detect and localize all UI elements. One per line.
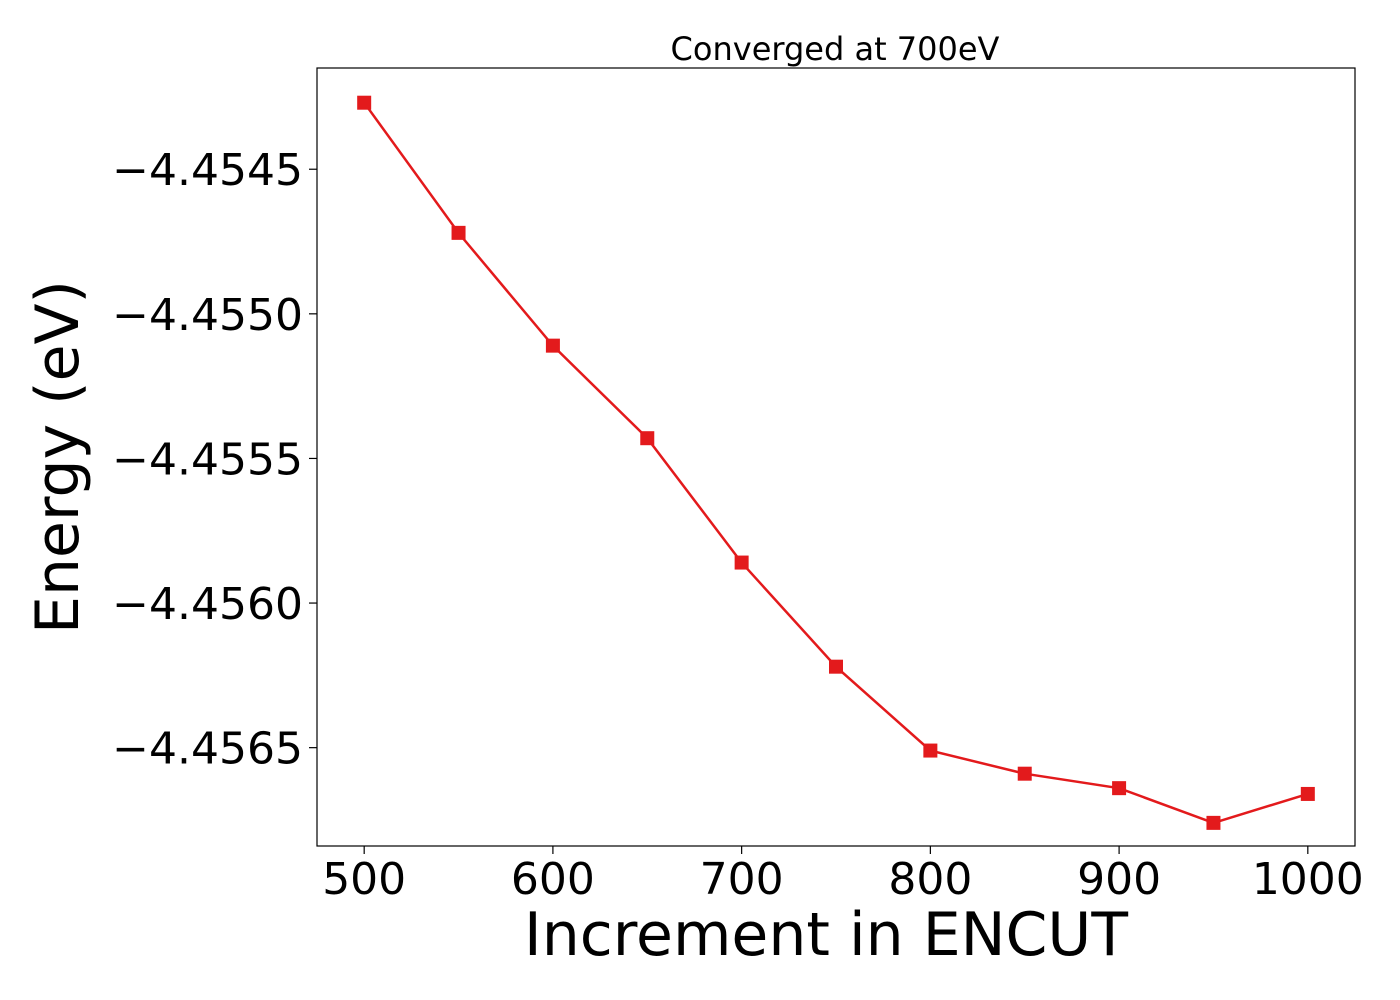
- data-point-marker: [734, 555, 749, 570]
- x-axis: 500 600 700 800 900 1000: [322, 846, 1364, 905]
- x-tick-label: 900: [1077, 854, 1161, 905]
- data-point-marker: [357, 95, 372, 110]
- y-tick-label: −4.4550: [112, 290, 303, 341]
- data-point-marker: [1206, 815, 1221, 830]
- chart-title: Converged at 700eV: [671, 30, 1000, 68]
- data-point-marker: [451, 225, 466, 240]
- series-line: [363, 101, 1309, 825]
- x-tick-label: 600: [511, 854, 595, 905]
- data-point-marker: [1300, 786, 1315, 801]
- y-tick-label: −4.4560: [112, 579, 303, 630]
- data-point-marker: [1112, 781, 1127, 796]
- y-axis-label: Energy (eV): [23, 280, 93, 634]
- data-point-marker: [829, 659, 843, 674]
- x-tick-label: 800: [888, 854, 972, 905]
- y-tick-label: −4.4565: [112, 724, 303, 775]
- data-point-marker: [923, 743, 938, 758]
- data-point-marker: [1017, 766, 1032, 781]
- y-tick-label: −4.4555: [112, 434, 303, 485]
- data-markers: [357, 95, 1315, 830]
- x-axis-label: Increment in ENCUT: [524, 900, 1128, 970]
- y-axis: −4.4545 −4.4550 −4.4555 −4.4560 −4.4565: [112, 145, 317, 775]
- x-tick-label: 500: [322, 854, 406, 905]
- x-tick-label: 700: [700, 854, 784, 905]
- plot-area-frame: [316, 67, 1356, 847]
- y-tick-label: −4.4545: [112, 145, 303, 196]
- x-tick-label: 1000: [1252, 854, 1364, 905]
- data-point-marker: [640, 431, 655, 446]
- data-point-marker: [545, 338, 560, 353]
